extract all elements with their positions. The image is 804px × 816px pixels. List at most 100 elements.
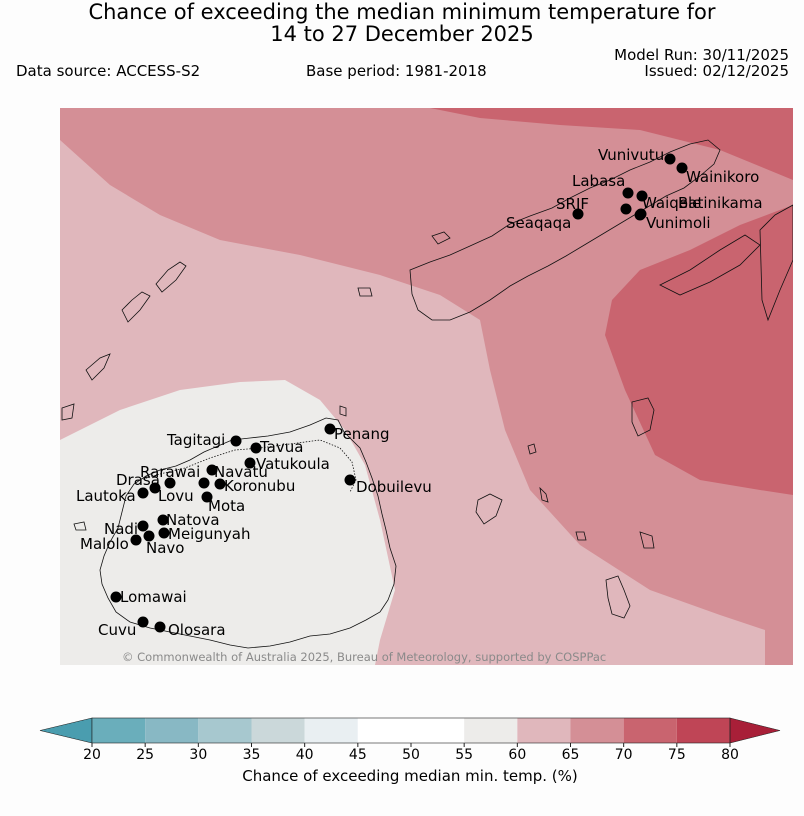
colorbar-label: Chance of exceeding median min. temp. (%…	[242, 767, 578, 785]
place-marker-lomawai	[110, 591, 122, 603]
west-islets-3	[61, 403, 75, 421]
place-marker-lovu	[164, 477, 176, 489]
place-label-natova: Natova	[166, 511, 220, 529]
small-isle-4	[575, 531, 587, 541]
small-isle-8	[339, 405, 347, 417]
place-marker-mota	[201, 491, 213, 503]
place-label-malolo: Malolo	[80, 535, 129, 553]
place-label-lomawai: Lomawai	[120, 588, 187, 606]
place-marker-koronubu	[214, 478, 226, 490]
place-marker-olosara	[154, 621, 166, 633]
place-marker-drasa	[149, 482, 161, 494]
place-marker-vunivutu	[664, 153, 676, 165]
place-label-cuvu: Cuvu	[98, 621, 136, 639]
chart-title-line2: 14 to 27 December 2025	[270, 22, 534, 46]
place-marker-labasa	[622, 187, 634, 199]
gau-island	[605, 575, 631, 619]
copyright-text: © Commonwealth of Australia 2025, Bureau…	[122, 650, 606, 664]
colorbar-tick-label: 60	[508, 747, 526, 763]
place-marker-malolo	[130, 534, 142, 546]
place-label-srif: SRIF	[556, 195, 589, 213]
place-label-koronubu: Koronubu	[224, 477, 295, 495]
place-label-mota: Mota	[208, 497, 245, 515]
place-label-navo: Navo	[146, 539, 184, 557]
colorbar-segment-11	[676, 718, 730, 743]
place-label-drasa: Drasa	[116, 471, 160, 489]
base-period-label: Base period: 1981-2018	[306, 62, 487, 80]
model-run-label: Model Run: 30/11/2025	[614, 46, 789, 64]
place-marker-srif	[620, 203, 632, 215]
place-marker-penang	[324, 423, 336, 435]
places-layer: Vunivutu Wainikoro Labasa Waiqele SRIF Batini…	[76, 146, 763, 639]
place-label-labasa: Labasa	[572, 172, 625, 190]
viti-levu-coast	[99, 417, 397, 649]
place-label-vunimoli: Vunimoli	[646, 214, 711, 232]
colorbar-segment-8	[517, 718, 571, 743]
viti-levu-coast-inner	[139, 439, 357, 493]
place-marker-meigunyah	[158, 527, 170, 539]
colorbar-tick-label: 80	[721, 747, 739, 763]
place-label-tavua: Tavua	[259, 438, 303, 456]
issued-label: Issued: 02/12/2025	[644, 62, 789, 80]
map-panel: Vunivutu Wainikoro Labasa Waiqele SRIF Batini…	[60, 108, 793, 665]
place-marker-dobuilevu	[344, 474, 356, 486]
colorbar-svg: 20 25 30 35 40 45 50 55 60 65 70 75 80	[39, 717, 781, 763]
colorbar-segment-10	[623, 718, 677, 743]
place-marker-seaqaqa	[572, 208, 584, 220]
colorbar-tick-label: 40	[296, 747, 314, 763]
colorbar-tick-label: 70	[615, 747, 633, 763]
colorbar-segment-5	[357, 718, 411, 743]
colorbar-extend-high	[729, 717, 781, 744]
small-isle-3	[639, 531, 655, 549]
colorbar-tick-label: 65	[562, 747, 580, 763]
koro-island	[631, 397, 655, 437]
small-isle-6	[431, 231, 451, 245]
colorbar-segment-4	[304, 718, 358, 743]
colorbar-segment-0	[92, 718, 146, 743]
small-isle-7	[73, 521, 87, 531]
place-label-vunivutu: Vunivutu	[598, 146, 664, 164]
place-label-lovu: Lovu	[158, 487, 194, 505]
colorbar-segment-6	[411, 718, 465, 743]
colorbar-tick-label: 30	[189, 747, 207, 763]
place-marker-navo	[143, 530, 155, 542]
place-label-tagitagi: Tagitagi	[166, 431, 225, 449]
place-marker-rarawai	[206, 464, 218, 476]
colorbar-tick-label: 35	[243, 747, 261, 763]
west-islets-1	[121, 291, 151, 323]
place-marker-cuvu	[137, 616, 149, 628]
colorbar-tick-label: 25	[136, 747, 154, 763]
west-islets-2	[85, 353, 111, 381]
small-isle-2	[539, 486, 549, 503]
small-isle-5	[527, 443, 537, 455]
place-label-meigunyah: Meigunyah	[168, 525, 250, 543]
place-label-batinikama: Batinikama	[678, 194, 763, 212]
place-label-navatu: Navatu	[214, 463, 268, 481]
zone-70-75-north	[430, 108, 793, 180]
place-label-rarawai: Rarawai	[140, 463, 200, 481]
place-label-vatukoula: Vatukoula	[256, 455, 330, 473]
place-label-dobuilevu: Dobuilevu	[356, 478, 432, 496]
colorbar-tick-label: 55	[455, 747, 473, 763]
chart-title-line1: Chance of exceeding the median minimum t…	[88, 0, 716, 24]
vanua-levu-coast	[409, 139, 721, 321]
colorbar-ticks: 20 25 30 35 40 45 50 55 60 65 70 75 80	[83, 743, 739, 763]
place-label-penang: Penang	[334, 425, 389, 443]
small-isle-1	[357, 287, 373, 297]
place-label-olosara: Olosara	[168, 621, 226, 639]
colorbar-tick-label: 75	[668, 747, 686, 763]
place-label-lautoka: Lautoka	[76, 487, 136, 505]
place-marker-navatu	[198, 477, 210, 489]
place-marker-nadi	[137, 520, 149, 532]
map-svg: Vunivutu Wainikoro Labasa Waiqele SRIF Batini…	[60, 108, 793, 665]
colorbar-tick-label: 50	[402, 747, 420, 763]
place-marker-lautoka	[137, 487, 149, 499]
place-marker-tavua	[250, 442, 262, 454]
place-marker-wainikoro	[676, 162, 688, 174]
place-label-waiqele: Waiqele	[642, 194, 701, 212]
taveuni-coast	[759, 204, 793, 322]
zone-55-60	[60, 380, 395, 665]
place-marker-vatukoula	[244, 457, 256, 469]
colorbar-segment-3	[251, 718, 305, 743]
east-islands	[659, 234, 761, 296]
